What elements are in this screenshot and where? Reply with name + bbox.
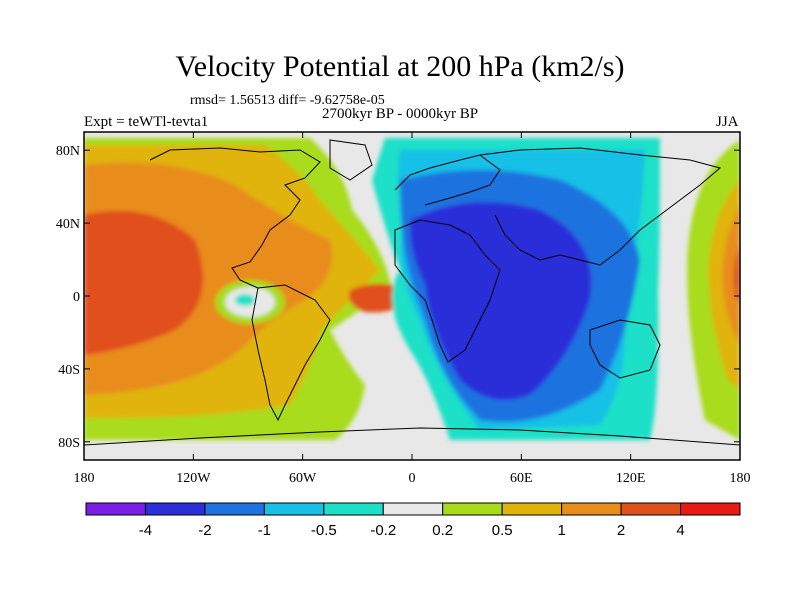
x-tick-label: 120W bbox=[176, 471, 211, 486]
colorbar-label: -1 bbox=[258, 522, 271, 539]
colorbar-label: 0.2 bbox=[432, 522, 453, 539]
season-label: JJA bbox=[716, 114, 739, 130]
y-axis: 80N 40N 0 40S 80S bbox=[56, 144, 740, 451]
colorbar-label: 0.5 bbox=[492, 522, 513, 539]
colorbar-swatch bbox=[263, 502, 325, 516]
colorbar-label: -2 bbox=[198, 522, 211, 539]
coastlines bbox=[84, 139, 740, 446]
colorbar-swatch bbox=[85, 502, 146, 516]
colorbar: -4 -2 -1 -0.5 -0.2 0.2 0.5 1 2 4 bbox=[85, 502, 741, 539]
y-tick-label: 80S bbox=[58, 436, 80, 451]
contour-strong-negative bbox=[409, 202, 592, 400]
period-label: 2700kyr BP - 0000kyr BP bbox=[322, 106, 479, 122]
coast-antarctica bbox=[84, 427, 740, 446]
colorbar-label: 4 bbox=[676, 522, 684, 539]
colorbar-label: 1 bbox=[557, 522, 565, 539]
contour-strong-positive-east bbox=[733, 245, 740, 305]
colorbar-swatch bbox=[561, 502, 622, 516]
colorbar-swatch bbox=[382, 502, 444, 516]
coast-asia bbox=[479, 147, 722, 266]
x-tick-label: 60E bbox=[510, 471, 533, 486]
contour-field bbox=[84, 132, 740, 460]
stats-subtitle: rmsd= 1.56513 diff= -9.62758e-05 bbox=[190, 93, 385, 108]
colorbar-label: -0.2 bbox=[370, 522, 396, 539]
x-tick-label: 0 bbox=[409, 471, 416, 486]
coast-africa bbox=[394, 219, 501, 363]
contour-weak-negative-americas bbox=[235, 294, 255, 306]
coast-north-america bbox=[149, 147, 321, 289]
y-tick-label: 80N bbox=[56, 144, 80, 159]
colorbar-swatch bbox=[204, 502, 265, 516]
y-tick-label: 40S bbox=[58, 363, 80, 378]
page-title: Velocity Potential at 200 hPa (km2/s) bbox=[175, 50, 625, 83]
x-tick-label: 180 bbox=[74, 471, 95, 486]
contour-strong-positive bbox=[84, 210, 204, 355]
colorbar-swatch bbox=[680, 502, 741, 516]
colorbar-swatch bbox=[501, 502, 563, 516]
contour-moderate-positive-east bbox=[722, 205, 740, 345]
colorbar-swatch bbox=[620, 502, 682, 516]
colorbar-swatch bbox=[442, 502, 503, 516]
colorbar-label: -4 bbox=[139, 522, 152, 539]
colorbar-label: -0.5 bbox=[311, 522, 337, 539]
y-tick-label: 0 bbox=[73, 290, 80, 305]
coast-south-america bbox=[251, 284, 331, 422]
coast-australia bbox=[589, 319, 661, 379]
colorbar-label: 2 bbox=[617, 522, 625, 539]
x-tick-label: 180 bbox=[730, 471, 751, 486]
x-tick-label: 60W bbox=[289, 471, 317, 486]
y-tick-label: 40N bbox=[56, 217, 80, 232]
experiment-label: Expt = teWTl-tevta1 bbox=[84, 114, 209, 130]
coast-greenland bbox=[329, 139, 373, 181]
colorbar-swatch bbox=[144, 502, 206, 516]
x-axis: 180 120W 60W 0 60E 120E 180 bbox=[74, 132, 751, 486]
colorbar-swatch bbox=[323, 502, 384, 516]
coast-europe bbox=[394, 154, 501, 206]
x-tick-label: 120E bbox=[616, 471, 646, 486]
